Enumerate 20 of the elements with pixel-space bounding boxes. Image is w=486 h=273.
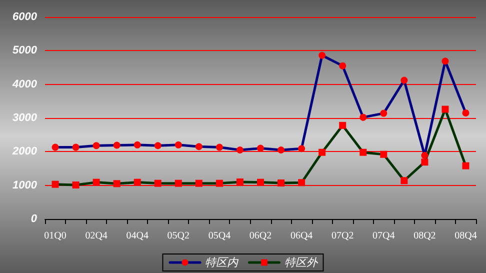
x-tick-label: 05Q2 [167, 230, 190, 242]
x-tick-label: 07Q4 [372, 230, 395, 242]
x-tick-label: 01Q0 [44, 230, 66, 242]
legend-label: 特区内 [205, 256, 239, 269]
y-tick-label: 3000 [12, 112, 38, 124]
legend-label: 特区外 [284, 256, 318, 269]
x-tick-label: 06Q2 [249, 230, 272, 242]
y-tick-label: 1000 [12, 179, 38, 192]
x-tick-label: 08Q4 [454, 230, 477, 242]
x-tick-label: 06Q4 [290, 230, 313, 242]
y-tick-label: 5000 [12, 44, 38, 57]
y-tick-label: 2000 [12, 146, 38, 158]
x-tick-label: 05Q4 [208, 230, 231, 242]
y-tick-label: 0 [30, 213, 38, 225]
y-tick-label: 6000 [12, 11, 38, 23]
y-tick-label: 4000 [12, 78, 38, 90]
x-tick-label: 04Q4 [126, 230, 148, 242]
x-tick-label: 07Q2 [331, 230, 354, 242]
x-tick-label: 02Q4 [85, 230, 108, 242]
x-tick-label: 08Q2 [414, 230, 436, 242]
